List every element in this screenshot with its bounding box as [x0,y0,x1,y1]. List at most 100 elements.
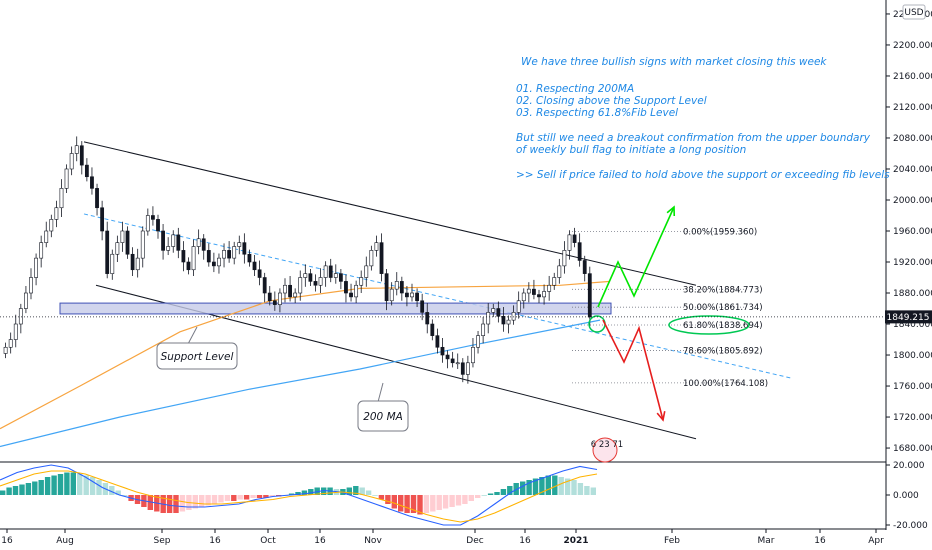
candle[interactable] [8,332,13,354]
candle[interactable] [105,221,110,279]
candle[interactable] [349,283,353,302]
candle[interactable] [465,355,470,384]
candle[interactable] [196,229,201,255]
candle[interactable] [344,274,348,303]
candle[interactable] [130,247,135,276]
candle[interactable] [308,268,313,287]
price-axis[interactable]: 1680.000 1720.000 1760.000 1800.000 1840.000… [885,0,932,531]
candle[interactable] [166,237,171,256]
candle[interactable] [135,248,140,278]
candle[interactable] [511,305,516,325]
candle[interactable] [34,253,38,286]
candle[interactable] [29,268,33,300]
currency-button[interactable]: USD [902,4,926,20]
ma-200-line[interactable] [0,319,601,448]
candle[interactable] [460,358,465,383]
candle[interactable] [567,230,572,260]
candle[interactable] [577,233,582,267]
candle[interactable] [369,245,374,271]
candle[interactable] [186,257,191,275]
candle[interactable] [211,252,216,273]
candle[interactable] [171,230,176,253]
candle[interactable] [394,272,399,296]
macd-signal-line[interactable] [0,470,598,523]
candle[interactable] [455,353,460,369]
candle[interactable] [24,286,28,314]
macd-pane[interactable] [0,461,886,526]
candle[interactable] [201,234,206,260]
candle[interactable] [486,303,491,334]
candle[interactable] [481,317,486,344]
candle[interactable] [79,141,84,175]
candle[interactable] [95,183,99,216]
candle[interactable] [521,288,526,309]
candle[interactable] [450,351,455,368]
candle[interactable] [557,258,562,284]
candle[interactable] [537,289,541,304]
candle[interactable] [440,337,445,363]
candle[interactable] [3,342,8,359]
candle[interactable] [526,282,531,303]
candle[interactable] [176,227,181,259]
candle[interactable] [115,235,120,263]
candle[interactable] [288,275,292,302]
candle[interactable] [90,167,94,195]
candle[interactable] [425,303,430,334]
candle[interactable] [491,303,496,318]
candle[interactable] [247,249,252,267]
candle[interactable] [303,264,308,287]
candle[interactable] [64,164,69,194]
candle[interactable] [298,270,303,301]
candle[interactable] [587,266,592,327]
bullish-projection-arrow[interactable] [597,205,676,308]
candle[interactable] [110,249,115,280]
support-callout[interactable]: Support Level [156,326,238,370]
candle[interactable] [262,272,267,303]
candle[interactable] [496,301,501,323]
candle[interactable] [13,314,18,348]
candle[interactable] [151,206,155,226]
candle[interactable] [430,319,435,341]
candle[interactable] [435,328,440,354]
bearish-projection-arrow[interactable] [602,319,666,422]
candle[interactable] [364,256,369,287]
candle[interactable] [237,235,242,255]
candle[interactable] [379,233,384,282]
candle[interactable] [389,282,394,306]
macd-line[interactable] [0,464,598,526]
candle[interactable] [420,293,425,321]
earnings-event-badge[interactable]: 6 23 71 [591,437,623,463]
candle[interactable] [54,200,59,228]
candle[interactable] [49,214,54,238]
candle[interactable] [156,214,160,239]
time-axis[interactable]: 16 Aug Sep 16 Oct 16 Nov Dec 16 2021 Feb Mar 16 Apr [0,528,886,546]
candle[interactable] [18,303,23,334]
candle[interactable] [278,288,282,313]
candle[interactable] [547,275,552,301]
candle[interactable] [328,258,333,283]
candle[interactable] [39,235,44,268]
candle[interactable] [318,268,323,294]
support-zone[interactable] [59,302,612,315]
candle[interactable] [399,276,404,301]
candle[interactable] [445,350,450,369]
candle[interactable] [374,235,379,257]
price-pane[interactable]: 0.00%(1959.360) 38.20%(1884.773) 50.00%(18… [0,136,886,448]
ma-callout[interactable]: 200 MA [357,382,409,432]
candle[interactable] [582,255,587,282]
ma-orange-line[interactable] [0,280,611,430]
candle[interactable] [69,146,74,176]
candle[interactable] [516,291,521,319]
candle[interactable] [181,241,186,272]
candle[interactable] [191,239,196,276]
candle[interactable] [140,226,145,268]
candle[interactable] [338,268,343,290]
candle[interactable] [415,288,419,307]
candle[interactable] [84,158,89,182]
candle[interactable] [242,233,247,264]
candle[interactable] [125,226,130,259]
candle[interactable] [384,268,389,311]
channel-upper-boundary[interactable] [83,141,697,286]
candle[interactable] [562,241,567,274]
candle[interactable] [359,270,364,294]
